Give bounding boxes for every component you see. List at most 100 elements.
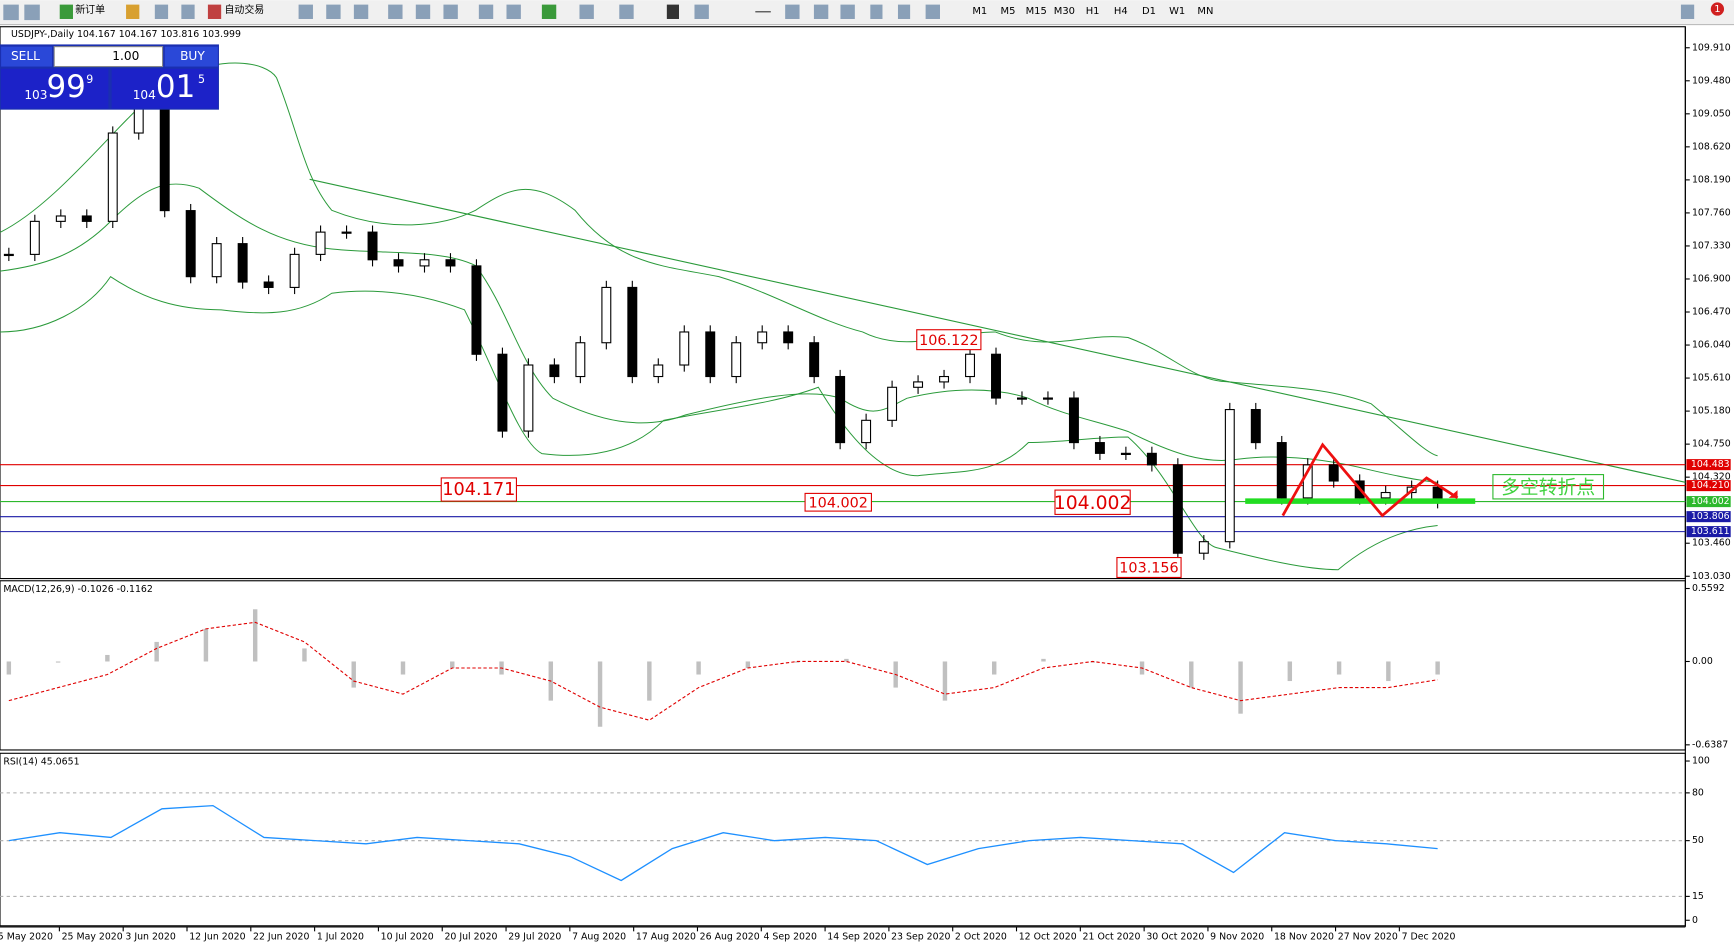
timeframe-button[interactable]: H4 bbox=[1114, 6, 1128, 17]
icon[interactable] bbox=[1680, 4, 1695, 19]
icon[interactable] bbox=[388, 4, 403, 19]
x-tick-label: 17 Aug 2020 bbox=[636, 931, 696, 942]
macd-bar bbox=[302, 648, 307, 662]
price-pane bbox=[0, 26, 1686, 580]
candle bbox=[887, 386, 898, 421]
macd-bar bbox=[252, 609, 258, 662]
macd-bar bbox=[1435, 661, 1440, 675]
macd-bar bbox=[1287, 661, 1293, 682]
buy-label[interactable]: BUY bbox=[180, 49, 205, 63]
macd-bar bbox=[1336, 661, 1342, 675]
timeframe-button[interactable]: M1 bbox=[972, 6, 987, 17]
icon[interactable] bbox=[415, 4, 431, 19]
icon[interactable] bbox=[541, 4, 557, 19]
auto-trading-label[interactable]: 自动交易 bbox=[224, 3, 264, 16]
candle bbox=[1017, 397, 1027, 400]
level-label: 104.002 bbox=[1691, 496, 1730, 507]
notification-badge[interactable] bbox=[1710, 2, 1725, 16]
icon[interactable] bbox=[694, 4, 709, 19]
axes: 109.910 109.480 109.050 108.620 108.190 107.7… bbox=[0, 42, 1731, 942]
icon[interactable] bbox=[755, 11, 771, 13]
y-tick-label: 109.480 bbox=[1692, 75, 1731, 86]
sell-button[interactable] bbox=[1, 46, 52, 67]
buy-price-box[interactable] bbox=[111, 68, 218, 109]
y-tick-label: 105.180 bbox=[1692, 406, 1731, 417]
icon[interactable] bbox=[353, 4, 369, 19]
candle bbox=[1172, 464, 1183, 554]
buy-main: 01 bbox=[156, 69, 195, 105]
level-tag bbox=[1686, 526, 1731, 538]
icon[interactable] bbox=[298, 4, 313, 19]
x-tick-label: 12 Oct 2020 bbox=[1019, 931, 1077, 942]
annotation: 104.171 bbox=[442, 480, 515, 500]
y-tick-label: 108.620 bbox=[1692, 141, 1731, 152]
new-order-label[interactable]: 新订单 bbox=[75, 3, 105, 16]
macd-bar bbox=[450, 661, 455, 669]
icon[interactable] bbox=[619, 4, 634, 19]
x-tick-label: 22 Jun 2020 bbox=[253, 931, 309, 942]
x-tick-label: 5 May 2020 bbox=[0, 931, 53, 942]
timeframe-button[interactable]: M15 bbox=[1026, 6, 1047, 17]
annotation: 104.002 bbox=[809, 495, 868, 511]
macd-title: MACD(12,26,9) -0.1026 -0.1162 bbox=[3, 584, 153, 595]
band-upper bbox=[0, 62, 1438, 457]
label-box bbox=[1116, 556, 1182, 579]
timeframe-button[interactable]: M5 bbox=[1001, 6, 1016, 17]
candle bbox=[1224, 409, 1235, 543]
x-tick-label: 7 Dec 2020 bbox=[1402, 931, 1456, 942]
candle bbox=[419, 259, 430, 267]
icon[interactable] bbox=[925, 4, 940, 19]
icon[interactable] bbox=[443, 4, 458, 19]
icon[interactable] bbox=[579, 4, 594, 19]
timeframe-button[interactable]: M30 bbox=[1054, 6, 1075, 17]
level-tag bbox=[1686, 496, 1731, 508]
label-box bbox=[804, 492, 872, 512]
candle bbox=[445, 259, 456, 267]
macd-bar bbox=[1238, 661, 1243, 714]
buy-small: 5 bbox=[198, 73, 205, 86]
chart-title: USDJPY-,Daily 104.167 104.167 103.816 10… bbox=[11, 29, 241, 40]
timeframe-button[interactable]: W1 bbox=[1169, 6, 1185, 17]
icon[interactable] bbox=[24, 4, 40, 21]
sell-label[interactable]: SELL bbox=[11, 49, 40, 63]
icon[interactable] bbox=[506, 4, 521, 19]
icon[interactable] bbox=[326, 4, 341, 19]
sell-price-box[interactable] bbox=[1, 68, 109, 109]
buy-button[interactable] bbox=[164, 46, 218, 67]
candle bbox=[159, 94, 170, 212]
timeframes: M1 M5 M15 M30 H1 H4 D1 W1 MN bbox=[972, 6, 1213, 17]
timeframe-button[interactable]: MN bbox=[1197, 6, 1213, 17]
x-tick-label: 27 Nov 2020 bbox=[1338, 931, 1398, 942]
macd-bar bbox=[1041, 658, 1046, 662]
x-tick-label: 29 Jul 2020 bbox=[508, 931, 561, 942]
lot-input[interactable] bbox=[53, 46, 164, 68]
x-tick-label: 14 Sep 2020 bbox=[827, 931, 886, 942]
candle bbox=[653, 364, 664, 378]
lot-value[interactable]: 1.00 bbox=[112, 49, 139, 63]
macd-pane bbox=[0, 580, 1686, 751]
y-tick-label: 50 bbox=[1692, 835, 1704, 846]
icon[interactable] bbox=[181, 4, 195, 19]
level-tag bbox=[1686, 459, 1731, 471]
icon[interactable] bbox=[126, 4, 140, 19]
icon[interactable] bbox=[478, 4, 494, 19]
icon[interactable] bbox=[840, 4, 855, 19]
icon[interactable] bbox=[813, 4, 829, 19]
icon[interactable] bbox=[785, 4, 800, 19]
icon[interactable] bbox=[59, 4, 73, 19]
level-tag bbox=[1686, 511, 1731, 523]
icon[interactable] bbox=[897, 4, 911, 19]
timeframe-button[interactable]: H1 bbox=[1086, 6, 1100, 17]
macd-bar bbox=[203, 628, 209, 662]
icon[interactable] bbox=[870, 4, 883, 19]
sell-main: 99 bbox=[46, 69, 85, 105]
icon[interactable] bbox=[207, 4, 222, 19]
icon[interactable] bbox=[666, 4, 680, 19]
annotation-boxes bbox=[440, 329, 1605, 579]
icon[interactable] bbox=[3, 4, 19, 21]
buy-big: 104 bbox=[133, 88, 156, 102]
macd-bar bbox=[844, 658, 849, 662]
icon[interactable] bbox=[154, 4, 169, 19]
timeframe-button[interactable]: D1 bbox=[1142, 6, 1156, 17]
y-tick-label: 107.330 bbox=[1692, 240, 1731, 251]
